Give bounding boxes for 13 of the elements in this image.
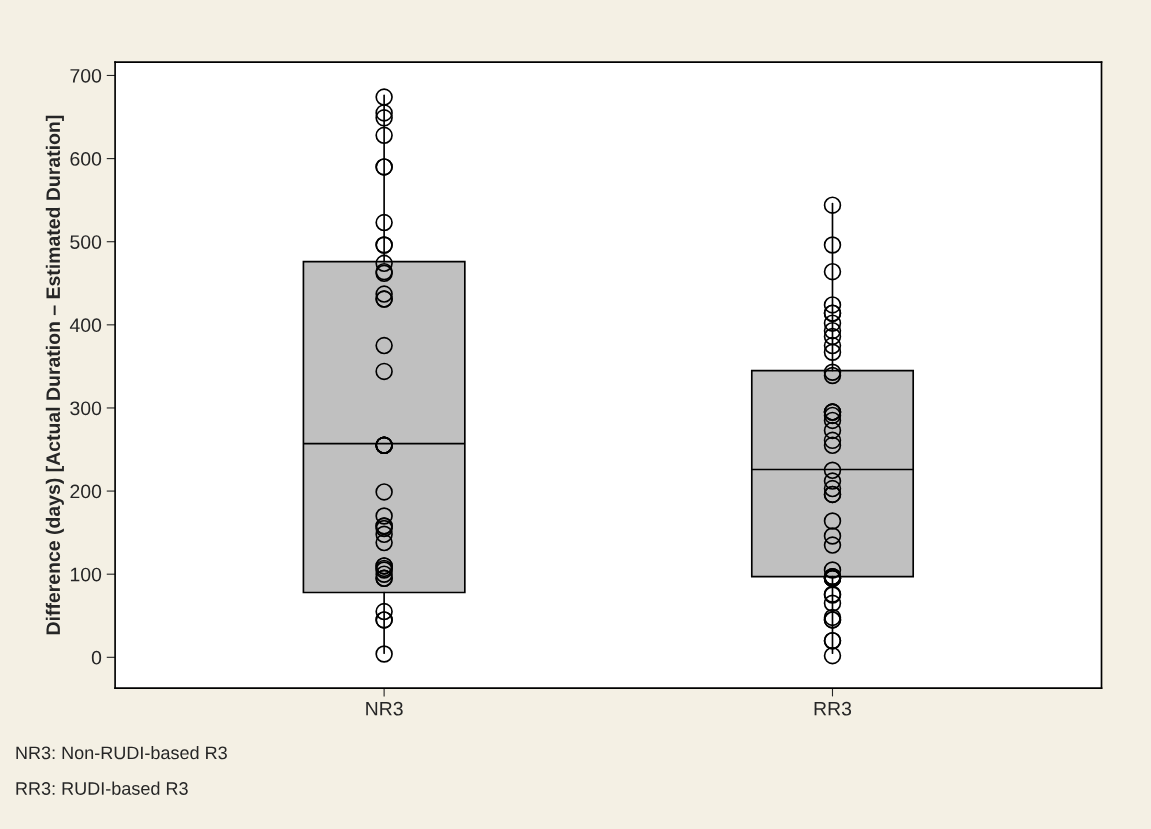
y-tick-label: 200 — [70, 484, 102, 499]
y-tick-label: 300 — [70, 401, 102, 416]
y-tick-label: 700 — [70, 68, 102, 83]
text: NR3: Non-RUDI-based R3 — [16, 745, 227, 760]
x-tick-label: RR3 — [814, 701, 852, 716]
y-tick-label: 600 — [70, 152, 102, 166]
y-axis-title: Difference (days) [Actual Duration – Estimated Duration] — [45, 115, 64, 635]
x-tick-label: NR3 — [366, 701, 403, 716]
text: RR3: RUDI-based R3 — [16, 781, 188, 795]
y-tick-label: 400 — [69, 318, 102, 333]
y-tick-label: 0 — [91, 650, 102, 665]
y-tick-label: 100 — [70, 567, 102, 582]
y-tick-label: 500 — [70, 235, 102, 249]
